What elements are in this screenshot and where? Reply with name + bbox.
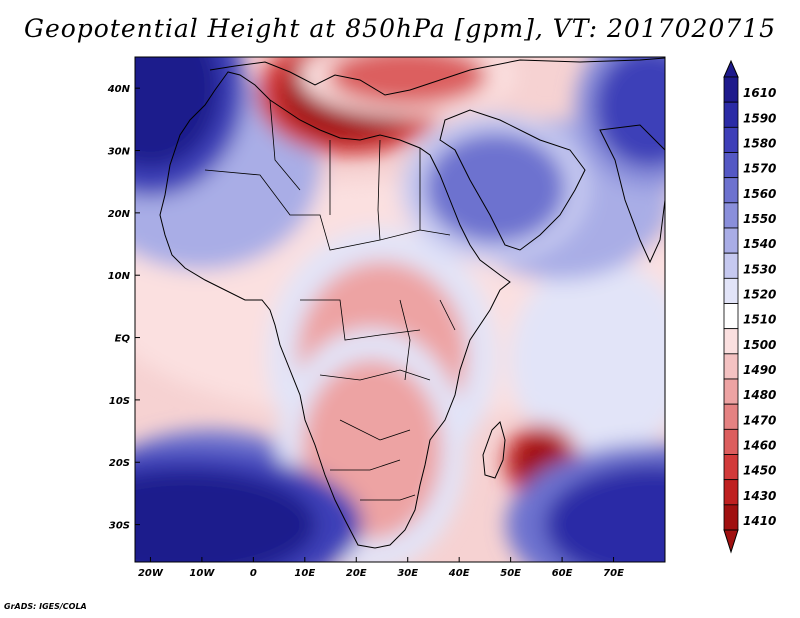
field-feature	[327, 57, 488, 106]
lon-tick-label: 40E	[448, 568, 470, 579]
colorbar-swatch	[723, 353, 739, 380]
lon-tick-label: 70E	[603, 568, 624, 579]
lon-tick-label: 20E	[346, 568, 367, 579]
colorbar-swatch	[723, 378, 739, 405]
lon-tick-label: 30E	[397, 568, 418, 579]
colorbar-swatch	[723, 504, 739, 531]
colorbar-swatch	[723, 277, 739, 304]
colorbar-swatch	[723, 328, 739, 355]
map-title: Geopotential Height at 850hPa [gpm], VT:…	[23, 14, 777, 43]
lat-tick-label: 10S	[109, 396, 130, 407]
colorbar-level-label: 1490	[743, 363, 776, 377]
colorbar-level-label: 1530	[743, 262, 776, 276]
lat-tick-label: 40N	[107, 84, 131, 95]
lat-tick-label: 20N	[108, 209, 131, 220]
colorbar-swatch	[723, 152, 739, 179]
colorbar-level-label: 1580	[743, 137, 776, 151]
lat-tick-label: 30S	[109, 521, 130, 532]
credit-label: GrADS: IGES/COLA	[4, 602, 87, 611]
lon-tick-label: 20W	[138, 568, 164, 579]
field-feature	[135, 57, 221, 169]
lat-tick-label: EQ	[115, 334, 131, 345]
europe-coastline	[209, 57, 665, 96]
lon-tick-label: 10W	[189, 568, 215, 579]
height-field	[135, 57, 665, 562]
colorbar-swatch	[723, 227, 739, 254]
longitude-axis: 20W 10W 0 10E 20E 30E 40E 50E 60E 70E	[138, 557, 624, 579]
field-feature	[135, 469, 317, 562]
colorbar-level-label: 1480	[743, 388, 776, 402]
lat-tick-label: 30N	[108, 147, 131, 158]
colorbar-bottom-arrow	[723, 529, 739, 554]
lon-tick-label: 60E	[552, 568, 573, 579]
colorbar-swatch	[723, 202, 739, 229]
coastlines	[159, 57, 665, 549]
latitude-axis: 40N 30N 20N 10N EQ 10S 20S 30S	[107, 84, 140, 532]
colorbar-level-label: 1610	[743, 86, 776, 100]
lon-tick-label: 0	[250, 568, 257, 579]
field-band	[510, 260, 665, 460]
colorbar-level-label: 1550	[743, 212, 776, 226]
colorbar-level-label: 1470	[743, 413, 776, 427]
lat-tick-label: 10N	[108, 271, 131, 282]
colorbar: 1610 1590 1580 1570 1560 1550 1540 1530 1520 1510…	[723, 59, 776, 554]
colorbar-level-label: 1460	[743, 439, 776, 453]
lon-tick-label: 10E	[294, 568, 315, 579]
colorbar-swatch	[723, 303, 739, 330]
colorbar-level-label: 1410	[743, 514, 776, 528]
colorbar-level-label: 1570	[743, 162, 776, 176]
colorbar-swatch	[723, 101, 739, 128]
colorbar-top-arrow	[723, 59, 739, 78]
colorbar-level-label: 1430	[743, 489, 776, 503]
colorbar-level-label: 1510	[743, 313, 776, 327]
lon-tick-label: 50E	[500, 568, 521, 579]
colorbar-level-label: 1450	[743, 464, 776, 478]
colorbar-swatch	[723, 403, 739, 430]
map-frame	[134, 56, 666, 563]
colorbar-level-label: 1560	[743, 187, 776, 201]
colorbar-swatch	[723, 177, 739, 204]
field-feature	[594, 57, 665, 167]
africa-coastline	[159, 71, 511, 549]
colorbar-swatch	[723, 479, 739, 506]
colorbar-swatch	[723, 428, 739, 455]
india-coastline	[599, 124, 665, 264]
arabia-coastline	[439, 109, 586, 251]
colorbar-swatch	[723, 126, 739, 153]
colorbar-level-label: 1590	[743, 111, 776, 125]
lat-tick-label: 20S	[109, 458, 130, 469]
madagascar	[482, 421, 506, 479]
internal-borders	[204, 99, 456, 501]
colorbar-swatch	[723, 76, 739, 103]
colorbar-level-label: 1540	[743, 237, 776, 251]
colorbar-level-label: 1500	[743, 338, 776, 352]
colorbar-swatch	[723, 252, 739, 279]
field-feature	[544, 464, 665, 562]
colorbar-swatch	[723, 454, 739, 481]
colorbar-level-label: 1520	[743, 288, 776, 302]
